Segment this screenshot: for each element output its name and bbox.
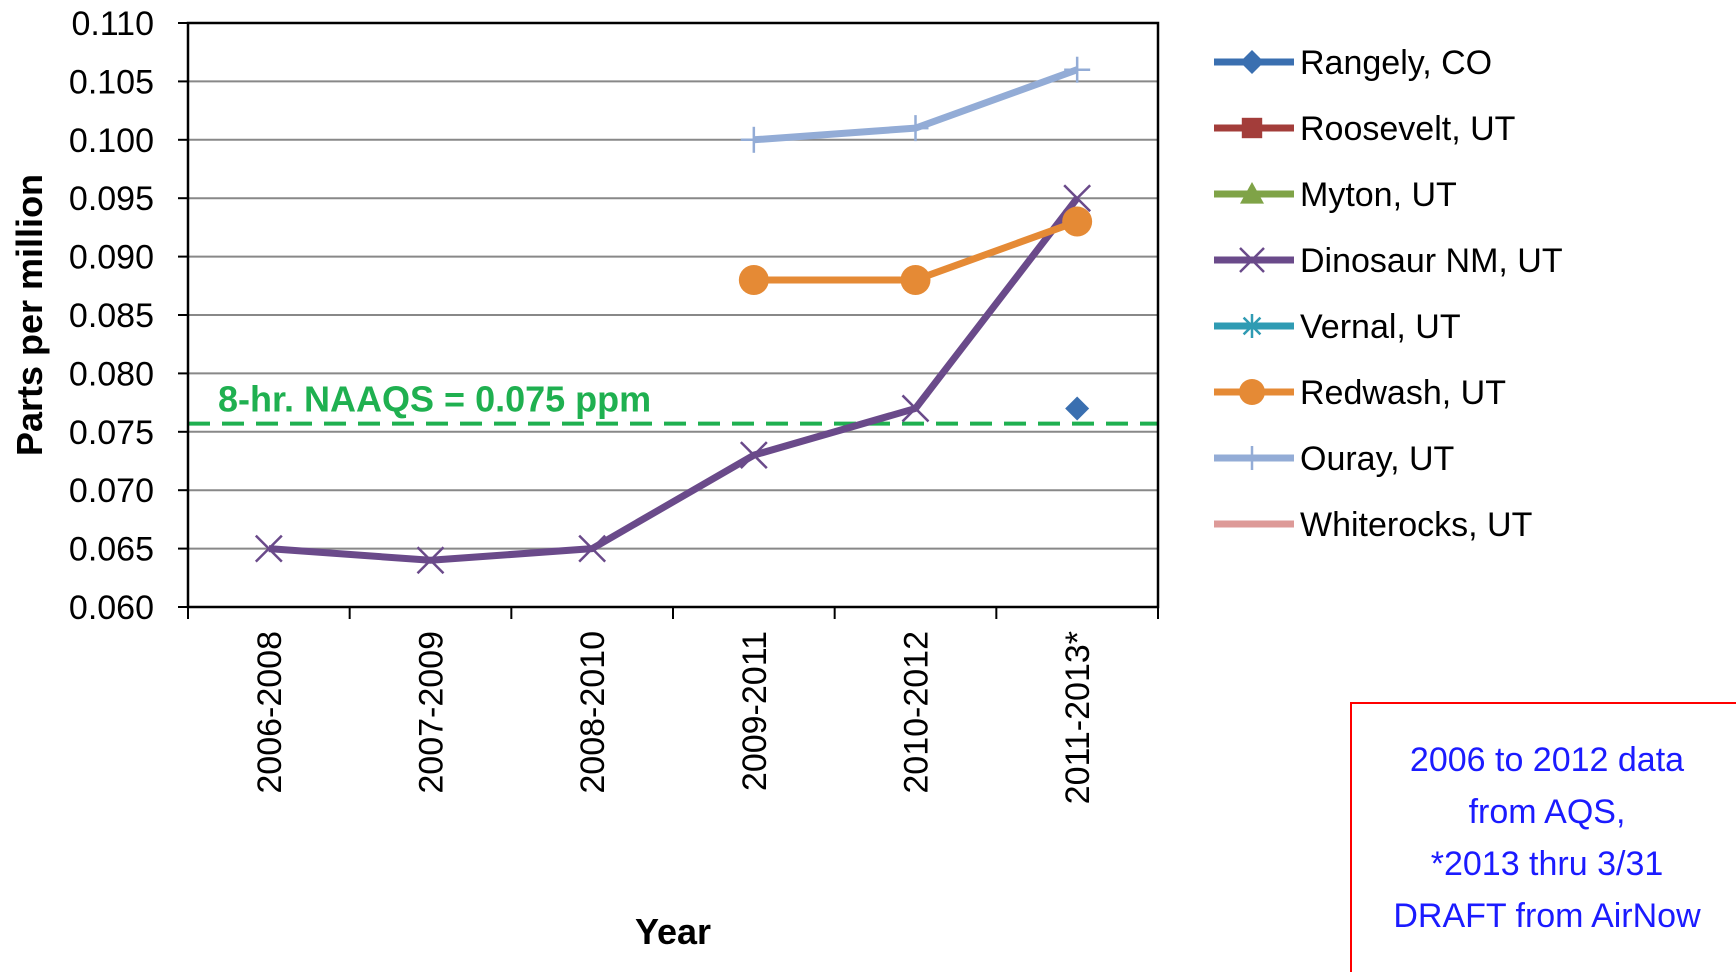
y-axis-title: Parts per million [9, 174, 50, 456]
marker-x-stroke [901, 394, 930, 423]
legend-item: Ouray, UT [1214, 440, 1454, 478]
reference-line-group: 8-hr. NAAQS = 0.075 ppm [188, 379, 1158, 426]
reference-line-label: 8-hr. NAAQS = 0.075 ppm [218, 379, 651, 420]
gridlines [178, 22, 1158, 608]
marker-plus [1240, 446, 1264, 470]
marker-square [1241, 117, 1263, 139]
marker-circle [1239, 379, 1265, 405]
data-source-note: 2006 to 2012 data from AQS, *2013 thru 3… [1350, 702, 1736, 972]
legend-label: Dinosaur NM, UT [1300, 242, 1563, 280]
marker-plus [902, 115, 929, 142]
legend-item: Dinosaur NM, UT [1214, 242, 1563, 280]
marker-plus [1064, 56, 1091, 83]
marker-x [578, 534, 607, 563]
y-tick-label: 0.110 [71, 5, 154, 43]
y-tick-label: 0.090 [69, 239, 154, 277]
x-tick-labels: 2006-2008 2007-2009 2008-2010 2009-2011 2010… [251, 631, 1097, 804]
y-tick-label: 0.065 [69, 531, 154, 569]
legend-item: Rangely, CO [1214, 44, 1492, 82]
marker-circle [900, 264, 931, 295]
legend-label: Myton, UT [1300, 176, 1457, 214]
series-redwash-ut [738, 206, 1093, 295]
data-source-note-text: 2006 to 2012 data from AQS, *2013 thru 3… [1393, 741, 1701, 935]
y-tick-label: 0.105 [69, 63, 154, 101]
y-tick-label: 0.085 [69, 297, 154, 335]
marker-diamond [1065, 396, 1090, 421]
legend-item: Whiterocks, UT [1214, 506, 1532, 544]
marker-x-stroke [254, 534, 283, 563]
y-tick-label: 0.080 [69, 355, 154, 393]
marker-x-stroke [739, 441, 768, 470]
marker-x [1239, 247, 1265, 273]
legend-label: Ouray, UT [1300, 440, 1454, 478]
x-tick-label: 2006-2008 [251, 631, 289, 794]
y-tick-label: 0.070 [69, 472, 154, 510]
axes [186, 21, 1160, 619]
marker-x [901, 394, 930, 423]
legend-item: Myton, UT [1214, 176, 1457, 214]
marker-star [1240, 314, 1264, 338]
marker-x-stroke [1063, 184, 1092, 213]
legend-label: Rangely, CO [1300, 44, 1492, 82]
marker-triangle [1240, 182, 1264, 204]
series-line [268, 196, 1080, 564]
legend-label: Redwash, UT [1300, 374, 1506, 412]
x-tick-label: 2011-2013* [1059, 631, 1097, 804]
y-tick-label: 0.100 [69, 122, 154, 160]
marker-x [416, 546, 445, 575]
series-lines [254, 56, 1093, 575]
legend-label: Vernal, UT [1300, 308, 1461, 346]
y-tick-label: 0.075 [69, 414, 154, 452]
y-tick-label: 0.060 [69, 589, 154, 627]
marker-x [254, 534, 283, 563]
legend: Rangely, CO Roosevelt, UT Myton, UT Dinosau… [1214, 44, 1563, 544]
legend-item: Vernal, UT [1214, 308, 1461, 346]
legend-item: Redwash, UT [1214, 374, 1506, 412]
x-tick-label: 2010-2012 [898, 631, 936, 794]
marker-circle [738, 264, 769, 295]
legend-label: Roosevelt, UT [1300, 110, 1515, 148]
marker-x-stroke [1239, 247, 1265, 273]
marker-x-stroke [578, 534, 607, 563]
marker-plus [740, 126, 767, 153]
x-tick-label: 2009-2011 [736, 631, 774, 791]
legend-item: Roosevelt, UT [1214, 110, 1515, 148]
marker-circle [1062, 206, 1093, 237]
series-ouray-ut [740, 56, 1091, 153]
series-dinosaur-nm-ut [254, 184, 1092, 575]
series-rangely-co [1065, 396, 1090, 421]
y-tick-labels: 0.060 0.065 0.070 0.075 0.080 0.085 0.090 0.095… [69, 5, 154, 627]
marker-x-stroke [416, 546, 445, 575]
x-tick-label: 2008-2010 [574, 631, 612, 794]
x-axis-title: Year [635, 911, 711, 952]
marker-diamond [1240, 50, 1264, 74]
y-tick-label: 0.095 [69, 180, 154, 218]
marker-x [1063, 184, 1092, 213]
x-tick-label: 2007-2009 [413, 631, 451, 794]
marker-x [739, 441, 768, 470]
legend-label: Whiterocks, UT [1300, 506, 1532, 544]
